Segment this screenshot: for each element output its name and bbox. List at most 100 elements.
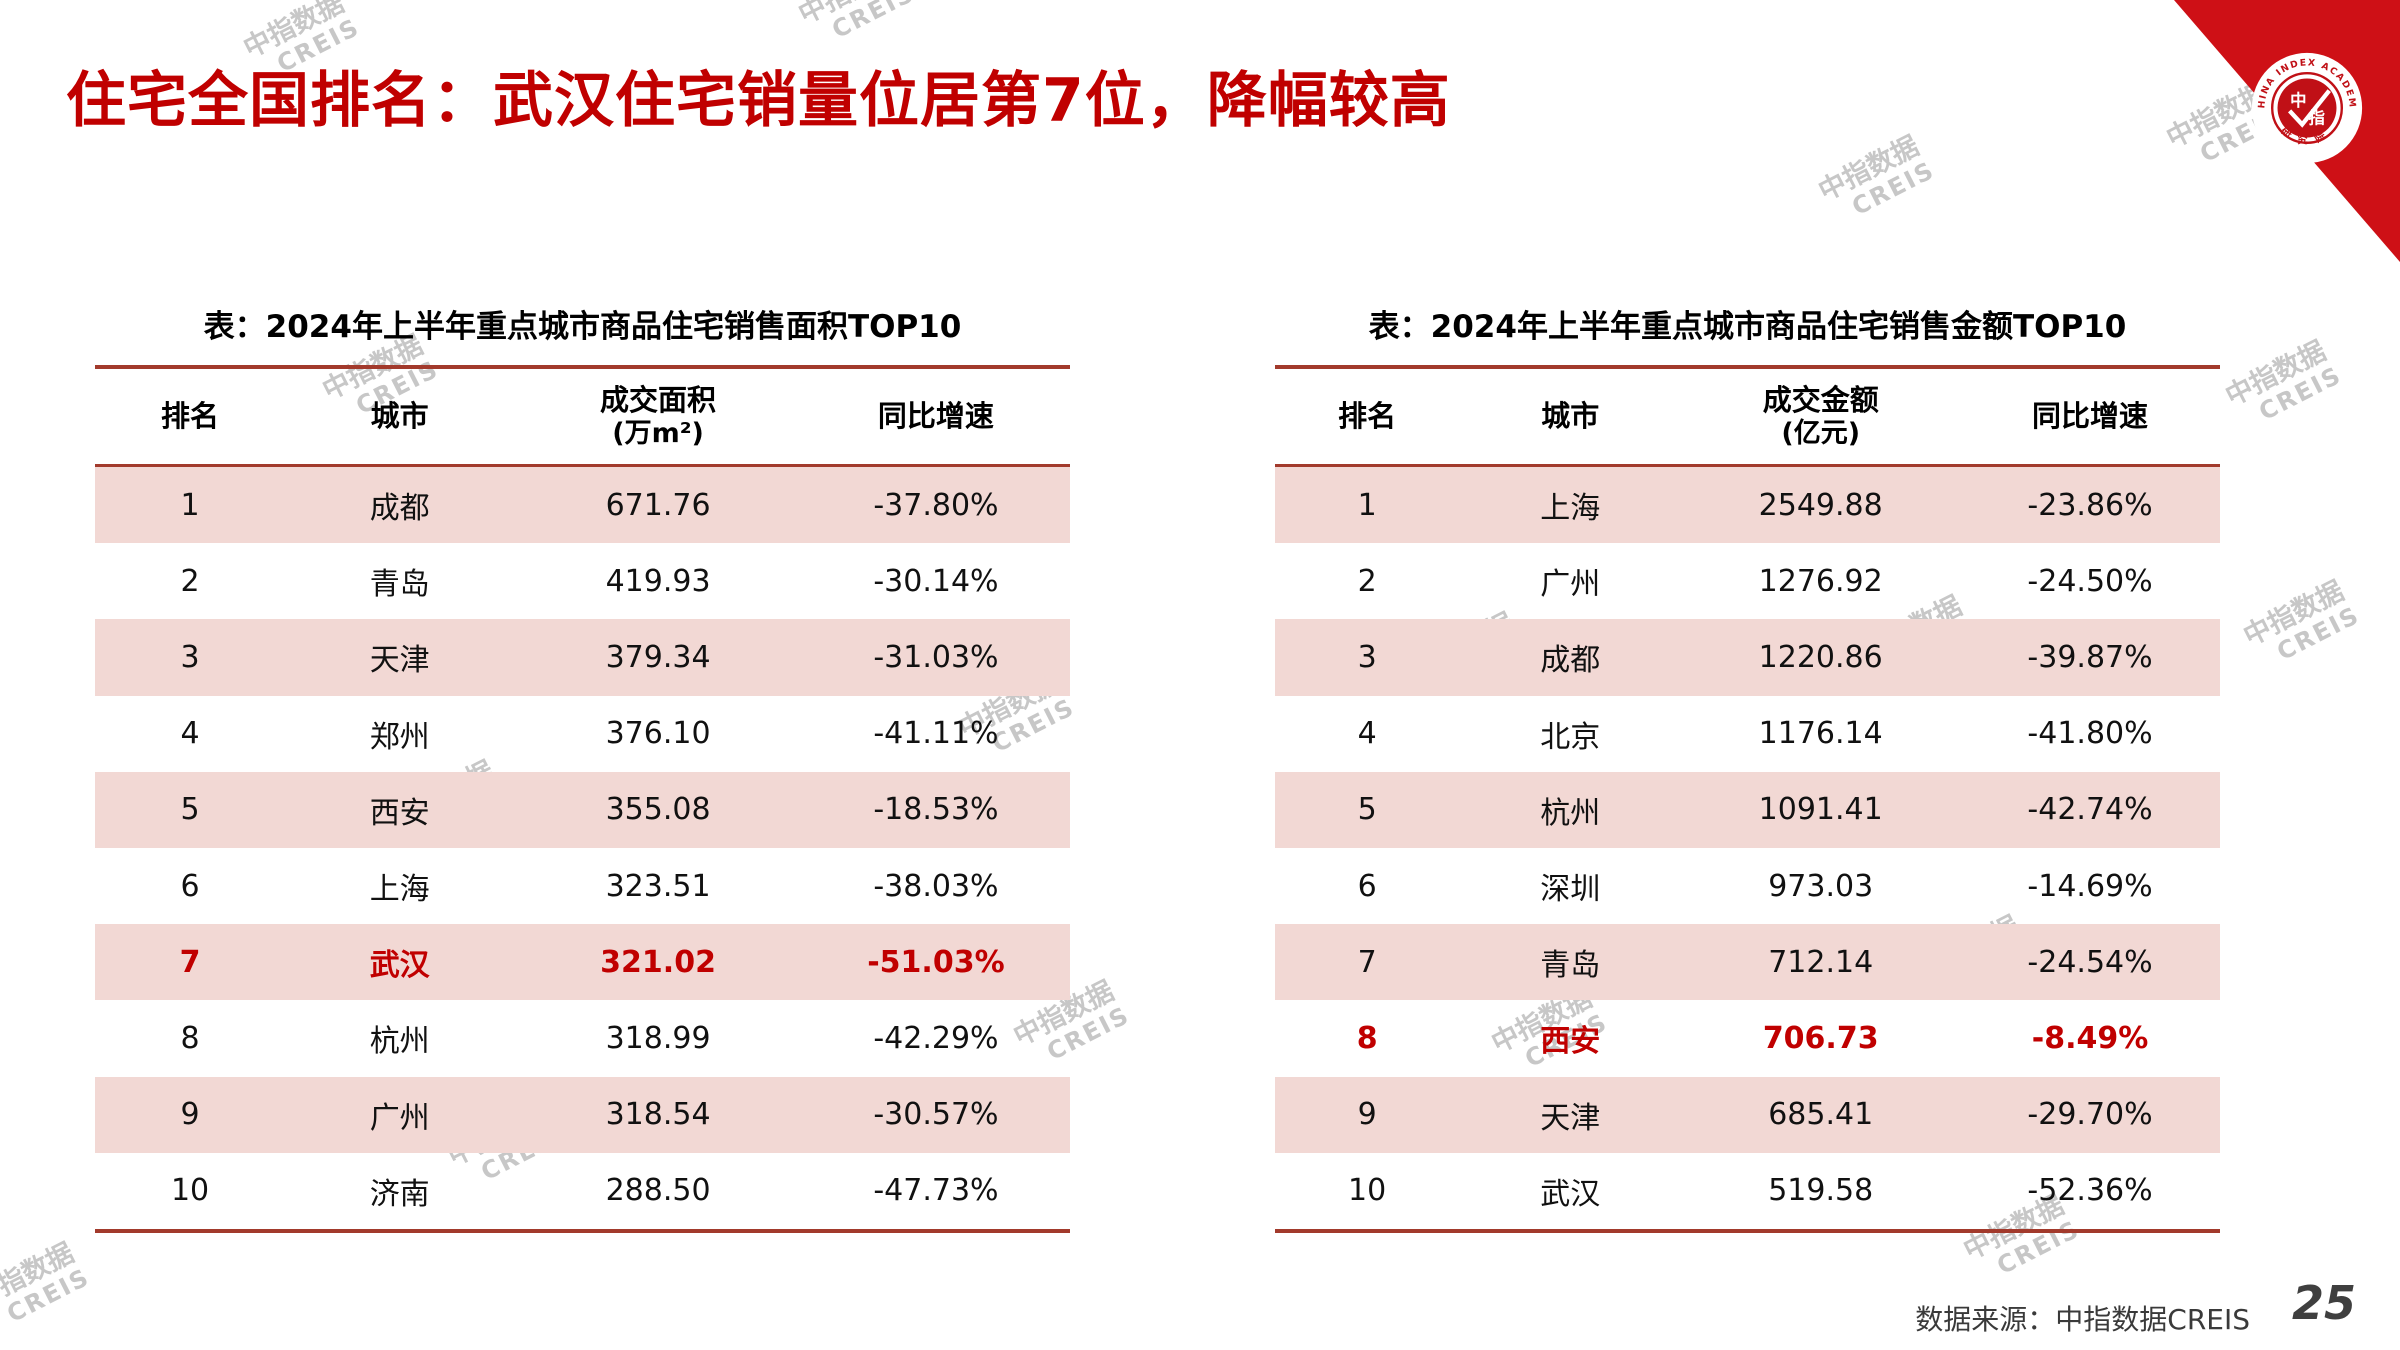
table-row: 10 武汉 519.58 -52.36% [1275, 1153, 2220, 1229]
growth-cell: -30.14% [873, 563, 999, 599]
growth-cell: -14.69% [2027, 868, 2153, 904]
table-row: 3 成都 1220.86 -39.87% [1275, 619, 2220, 696]
city-cell: 杭州 [369, 1024, 430, 1060]
rank-cell: 2 [1357, 563, 1377, 599]
growth-cell: -24.50% [2027, 563, 2153, 599]
column-header-growth: 同比增速 [2032, 399, 2149, 434]
growth-cell: -51.03% [867, 944, 1005, 980]
table-header: 排名 城市 成交金额 (亿元) 同比增速 [1275, 369, 2220, 467]
growth-cell: -18.53% [873, 792, 999, 828]
city-cell: 青岛 [1540, 948, 1601, 984]
value-cell: 376.10 [605, 716, 711, 752]
value-cell: 1220.86 [1758, 639, 1883, 675]
rank-cell: 3 [1357, 639, 1377, 675]
rank-cell: 10 [170, 1173, 210, 1209]
value-cell: 288.50 [605, 1173, 711, 1209]
sales-area-top10-table: 表：2024年上半年重点城市商品住宅销售面积TOP10 排名 城市 成交面积 (… [95, 290, 1070, 1233]
rank-cell: 5 [180, 792, 200, 828]
page-number: 25 [2291, 1276, 2356, 1330]
value-cell: 685.41 [1768, 1097, 1874, 1133]
logo-char-zhong: 中 [2290, 91, 2306, 110]
value-cell: 318.54 [605, 1097, 711, 1133]
column-header-value: 成交面积 (万m²) [514, 383, 802, 450]
column-header-unit: (万m²) [612, 417, 704, 449]
column-header-rank: 排名 [161, 399, 220, 434]
growth-cell: -42.74% [2027, 792, 2153, 828]
rank-cell: 8 [1356, 1020, 1378, 1056]
value-cell: 355.08 [605, 792, 711, 828]
page-title: 住宅全国排名：武汉住宅销量位居第7位，降幅较高 [66, 66, 1451, 136]
value-cell: 1276.92 [1758, 563, 1883, 599]
data-source-note: 数据来源：中指数据CREIS [1915, 1303, 2250, 1336]
city-cell: 深圳 [1540, 872, 1601, 908]
growth-cell: -41.80% [2027, 716, 2153, 752]
growth-cell: -23.86% [2027, 487, 2153, 523]
value-cell: 318.99 [605, 1020, 711, 1056]
value-cell: 671.76 [605, 487, 711, 523]
table-row: 6 深圳 973.03 -14.69% [1275, 848, 2220, 924]
column-header-growth: 同比增速 [877, 399, 994, 434]
logo-inner-ring [2270, 71, 2344, 145]
table-row: 2 青岛 419.93 -30.14% [95, 543, 1070, 619]
rank-cell: 6 [1357, 868, 1377, 904]
city-cell: 北京 [1540, 719, 1601, 755]
table-header: 排名 城市 成交面积 (万m²) 同比增速 [95, 369, 1070, 467]
growth-cell: -8.49% [2031, 1020, 2149, 1056]
table-row: 2 广州 1276.92 -24.50% [1275, 543, 2220, 619]
city-cell: 天津 [1540, 1100, 1601, 1136]
rank-cell: 7 [179, 944, 201, 980]
value-cell: 519.58 [1768, 1173, 1874, 1209]
growth-cell: -30.57% [873, 1097, 999, 1133]
table-row: 1 成都 671.76 -37.80% [95, 467, 1070, 544]
value-cell: 1176.14 [1758, 716, 1883, 752]
growth-cell: -24.54% [2027, 944, 2153, 980]
city-cell: 广州 [1540, 567, 1601, 603]
logo-center-disc [2277, 78, 2337, 138]
column-header-rank: 排名 [1338, 399, 1397, 434]
table-row: 8 杭州 318.99 -42.29% [95, 1000, 1070, 1076]
city-cell: 上海 [1540, 491, 1601, 527]
value-cell: 712.14 [1768, 944, 1874, 980]
growth-cell: -31.03% [873, 639, 999, 675]
table-row: 8 西安 706.73 -8.49% [1275, 1000, 2220, 1076]
value-cell: 321.02 [600, 944, 716, 980]
value-cell: 419.93 [605, 563, 711, 599]
value-cell: 2549.88 [1758, 487, 1883, 523]
sales-amount-top10-table: 表：2024年上半年重点城市商品住宅销售金额TOP10 排名 城市 成交金额 (… [1275, 290, 2220, 1233]
table-row: 10 济南 288.50 -47.73% [95, 1153, 1070, 1229]
city-cell: 上海 [369, 872, 430, 908]
rank-cell: 5 [1357, 792, 1377, 828]
rank-cell: 10 [1348, 1173, 1387, 1209]
rank-cell: 1 [1357, 487, 1377, 523]
city-cell: 武汉 [369, 948, 430, 984]
rank-cell: 8 [180, 1020, 200, 1056]
table-title: 表：2024年上半年重点城市商品住宅销售金额TOP10 [1368, 309, 2127, 345]
table-row: 5 杭州 1091.41 -42.74% [1275, 771, 2220, 848]
growth-cell: -41.11% [873, 716, 999, 752]
column-header-value: 成交金额 (亿元) [1681, 383, 1960, 450]
logo-char-zhi: 指 [2308, 108, 2325, 127]
rank-cell: 7 [1357, 944, 1377, 980]
growth-cell: -52.36% [2027, 1173, 2153, 1209]
column-header-city: 城市 [1541, 399, 1600, 434]
rank-cell: 9 [1357, 1097, 1377, 1133]
growth-cell: -42.29% [873, 1020, 999, 1056]
city-cell: 青岛 [369, 567, 430, 603]
table-row: 5 西安 355.08 -18.53% [95, 771, 1070, 848]
value-cell: 973.03 [1768, 868, 1874, 904]
rank-cell: 6 [180, 868, 200, 904]
rank-cell: 4 [180, 716, 200, 752]
logo-check-icon [2288, 89, 2331, 128]
city-cell: 广州 [369, 1100, 430, 1136]
value-cell: 1091.41 [1758, 792, 1883, 828]
city-cell: 武汉 [1540, 1176, 1601, 1212]
growth-cell: -38.03% [873, 868, 999, 904]
growth-cell: -37.80% [873, 487, 999, 523]
value-cell: 323.51 [605, 868, 711, 904]
rank-cell: 1 [180, 487, 200, 523]
table-row: 4 郑州 376.10 -41.11% [95, 696, 1070, 772]
